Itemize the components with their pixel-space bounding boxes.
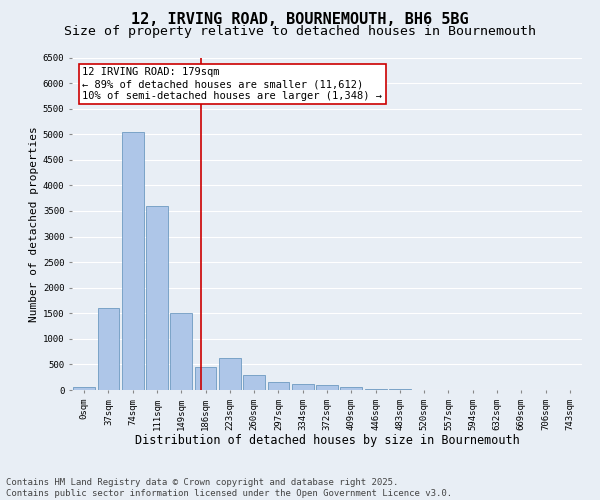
Bar — [219, 358, 241, 390]
X-axis label: Distribution of detached houses by size in Bournemouth: Distribution of detached houses by size … — [134, 434, 520, 447]
Text: 12, IRVING ROAD, BOURNEMOUTH, BH6 5BG: 12, IRVING ROAD, BOURNEMOUTH, BH6 5BG — [131, 12, 469, 28]
Bar — [268, 382, 289, 390]
Bar — [365, 388, 386, 390]
Bar — [146, 206, 168, 390]
Bar — [73, 387, 95, 390]
Bar — [292, 384, 314, 390]
Bar — [316, 385, 338, 390]
Bar — [243, 374, 265, 390]
Text: 12 IRVING ROAD: 179sqm
← 89% of detached houses are smaller (11,612)
10% of semi: 12 IRVING ROAD: 179sqm ← 89% of detached… — [82, 68, 382, 100]
Bar — [194, 367, 217, 390]
Bar — [340, 388, 362, 390]
Bar — [122, 132, 143, 390]
Bar — [97, 308, 119, 390]
Y-axis label: Number of detached properties: Number of detached properties — [29, 126, 38, 322]
Bar — [170, 314, 192, 390]
Text: Size of property relative to detached houses in Bournemouth: Size of property relative to detached ho… — [64, 25, 536, 38]
Text: Contains HM Land Registry data © Crown copyright and database right 2025.
Contai: Contains HM Land Registry data © Crown c… — [6, 478, 452, 498]
